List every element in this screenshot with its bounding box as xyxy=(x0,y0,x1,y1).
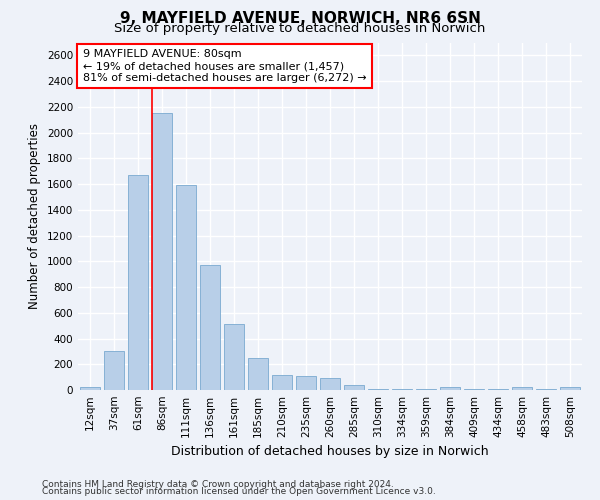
Bar xyxy=(152,114,172,390)
Bar xyxy=(440,388,460,390)
Bar xyxy=(176,184,196,390)
Bar xyxy=(344,385,364,390)
Bar xyxy=(128,175,148,390)
Text: 9, MAYFIELD AVENUE, NORWICH, NR6 6SN: 9, MAYFIELD AVENUE, NORWICH, NR6 6SN xyxy=(119,11,481,26)
Bar xyxy=(224,324,244,390)
Text: 9 MAYFIELD AVENUE: 80sqm
← 19% of detached houses are smaller (1,457)
81% of sem: 9 MAYFIELD AVENUE: 80sqm ← 19% of detach… xyxy=(83,50,367,82)
Bar xyxy=(296,376,316,390)
Bar xyxy=(104,352,124,390)
Bar xyxy=(272,374,292,390)
Y-axis label: Number of detached properties: Number of detached properties xyxy=(28,123,41,309)
Bar xyxy=(320,378,340,390)
Text: Size of property relative to detached houses in Norwich: Size of property relative to detached ho… xyxy=(115,22,485,35)
Bar xyxy=(200,265,220,390)
Text: Contains HM Land Registry data © Crown copyright and database right 2024.: Contains HM Land Registry data © Crown c… xyxy=(42,480,394,489)
X-axis label: Distribution of detached houses by size in Norwich: Distribution of detached houses by size … xyxy=(171,446,489,458)
Bar xyxy=(80,388,100,390)
Bar xyxy=(248,358,268,390)
Bar xyxy=(560,388,580,390)
Bar xyxy=(368,388,388,390)
Text: Contains public sector information licensed under the Open Government Licence v3: Contains public sector information licen… xyxy=(42,488,436,496)
Bar xyxy=(512,388,532,390)
